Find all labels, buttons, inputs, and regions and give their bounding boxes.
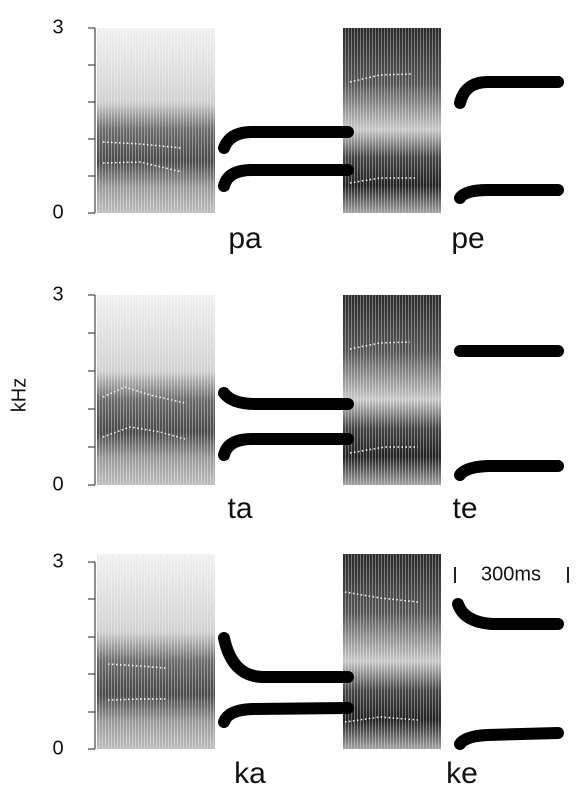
y-tick-label: 0 (52, 473, 63, 495)
striations (343, 295, 441, 485)
panel: 3 0 300ms ka ke (52, 550, 569, 789)
formant-trace (107, 663, 166, 669)
time-scale-label: 300ms (481, 563, 541, 585)
formant-trace (344, 716, 419, 723)
y-axis-label: kHz (8, 378, 30, 412)
ticks (88, 294, 95, 486)
syllable-label: ta (227, 492, 252, 525)
formant (454, 184, 564, 204)
y-tick-label: 3 (52, 16, 63, 38)
formant (218, 433, 354, 461)
ticks (88, 561, 95, 750)
panel: 3 0 ta te (52, 283, 564, 525)
formant-trace (102, 386, 186, 404)
formant (218, 632, 354, 683)
striations (343, 554, 441, 749)
syllable-label: pe (451, 222, 484, 255)
syllable-label: pa (228, 222, 262, 255)
y-tick-label: 3 (52, 550, 63, 572)
formant (218, 387, 354, 410)
formant (452, 598, 564, 630)
ticks (88, 27, 95, 214)
formant (454, 76, 564, 109)
formant-trace (349, 73, 413, 83)
formant (454, 727, 564, 750)
formant (218, 126, 354, 154)
y-tick-label: 3 (52, 283, 63, 305)
striations (343, 28, 441, 213)
panel: 3 0 pa pe (52, 16, 564, 255)
formant (454, 460, 564, 481)
formant-trace (107, 698, 165, 701)
y-tick-label: 0 (52, 737, 63, 759)
formant (218, 164, 354, 192)
syllable-label: ka (234, 757, 266, 789)
striations (97, 295, 215, 485)
formant-trace (344, 591, 419, 603)
syllable-label: ke (446, 757, 478, 789)
striations (97, 554, 215, 749)
formant (218, 702, 354, 728)
syllable-label: te (452, 492, 477, 525)
formant-trace (102, 141, 183, 149)
formant-trace (102, 161, 183, 173)
striations (97, 28, 215, 213)
formant-trace (102, 426, 186, 440)
y-tick-label: 0 (52, 201, 63, 223)
